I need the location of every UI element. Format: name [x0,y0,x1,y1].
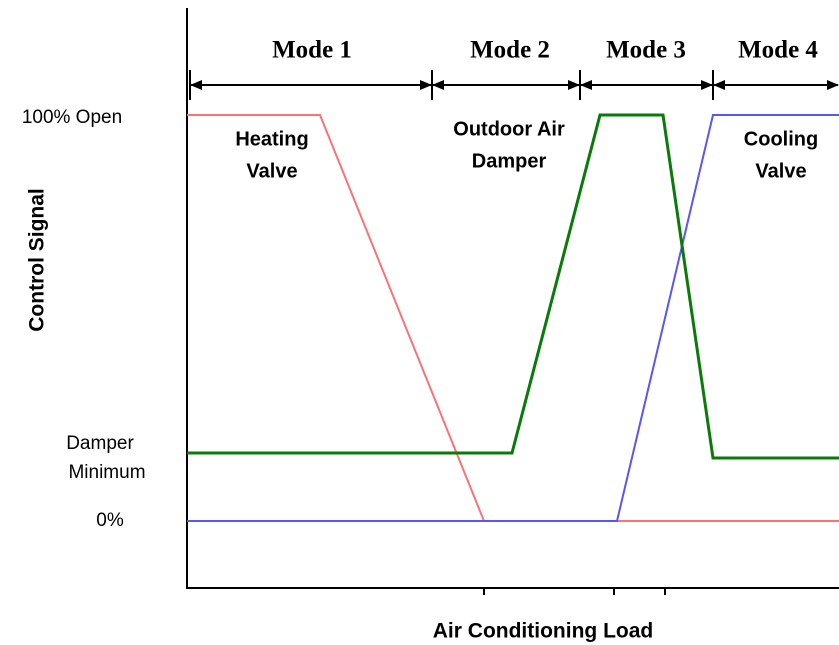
heating-curve [187,114,839,522]
curve-label: Damper [472,150,547,172]
y-label: 0% [96,510,124,531]
x-axis-label: Air Conditioning Load [433,620,653,643]
curve-label: Heating [235,128,308,150]
y-label: 100% Open [22,107,122,128]
mode-label: Mode 1 [272,37,352,64]
mode-label: Mode 4 [738,37,818,64]
curve-label: Valve [755,160,806,182]
y-label: Damper [66,433,134,454]
y-axis-label: Control Signal [26,188,49,332]
mode-label: Mode 2 [470,37,550,64]
damper-curve [187,113,839,460]
curve-label: Cooling [744,128,818,150]
cooling-curve [187,114,839,522]
frame [186,8,839,595]
mode-arrows [189,70,839,100]
mode-label: Mode 3 [606,37,686,64]
curve-label: Valve [246,160,297,182]
y-label: Minimum [68,462,145,483]
curve-label: Outdoor Air [453,118,565,140]
